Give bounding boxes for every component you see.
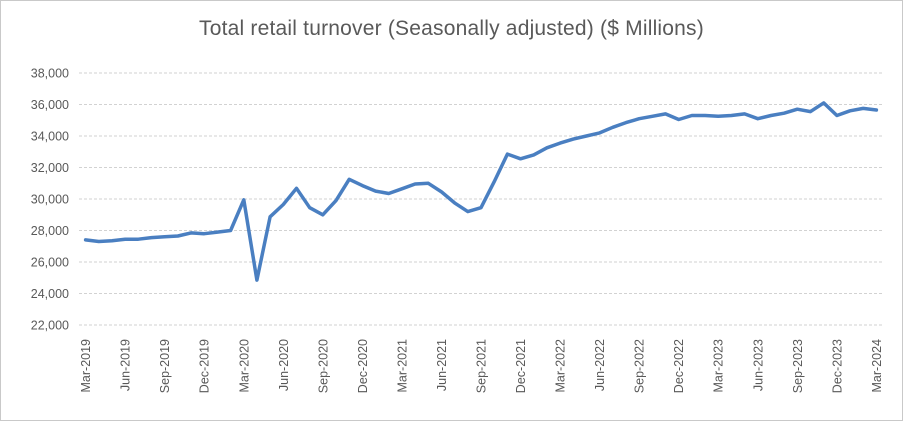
y-axis-tick-label: 32,000 bbox=[31, 161, 69, 175]
x-axis-tick-label: Jun-2020 bbox=[277, 339, 291, 391]
x-axis-tick-label: Sep-2022 bbox=[633, 339, 647, 393]
y-axis-tick-label: 34,000 bbox=[31, 130, 69, 144]
x-axis-tick-label: Dec-2019 bbox=[198, 339, 212, 393]
y-axis-tick-label: 36,000 bbox=[31, 98, 69, 112]
x-axis-tick-label: Sep-2023 bbox=[791, 339, 805, 393]
x-axis-tick-label: Sep-2021 bbox=[475, 339, 489, 393]
x-axis-tick-label: Jun-2021 bbox=[435, 339, 449, 391]
y-axis-tick-label: 22,000 bbox=[31, 319, 69, 333]
y-axis-tick-label: 28,000 bbox=[31, 224, 69, 238]
x-axis-tick-label: Mar-2022 bbox=[554, 339, 568, 393]
x-axis-tick-label: Dec-2023 bbox=[830, 339, 844, 393]
x-axis-tick-label: Mar-2019 bbox=[79, 339, 93, 393]
x-axis-tick-label: Dec-2021 bbox=[514, 339, 528, 393]
x-axis-tick-label: Dec-2022 bbox=[672, 339, 686, 393]
x-axis-tick-label: Mar-2020 bbox=[237, 339, 251, 393]
x-axis-tick-label: Jun-2023 bbox=[751, 339, 765, 391]
y-axis-tick-label: 38,000 bbox=[31, 67, 69, 81]
x-axis-tick-label: Jun-2022 bbox=[593, 339, 607, 391]
x-axis-tick-label: Sep-2019 bbox=[158, 339, 172, 393]
x-axis-tick-label: Jun-2019 bbox=[119, 339, 133, 391]
x-axis-tick-label: Mar-2021 bbox=[395, 339, 409, 393]
chart-title: Total retail turnover (Seasonally adjust… bbox=[199, 17, 704, 40]
x-axis-tick-label: Mar-2024 bbox=[870, 339, 884, 393]
x-axis-tick-label: Mar-2023 bbox=[712, 339, 726, 393]
x-axis-tick-label: Sep-2020 bbox=[316, 339, 330, 393]
series-line bbox=[83, 101, 879, 282]
y-axis-tick-label: 30,000 bbox=[31, 193, 69, 207]
y-axis-tick-label: 26,000 bbox=[31, 256, 69, 270]
y-axis-tick-label: 24,000 bbox=[31, 287, 69, 301]
x-axis-tick-label: Dec-2020 bbox=[356, 339, 370, 393]
